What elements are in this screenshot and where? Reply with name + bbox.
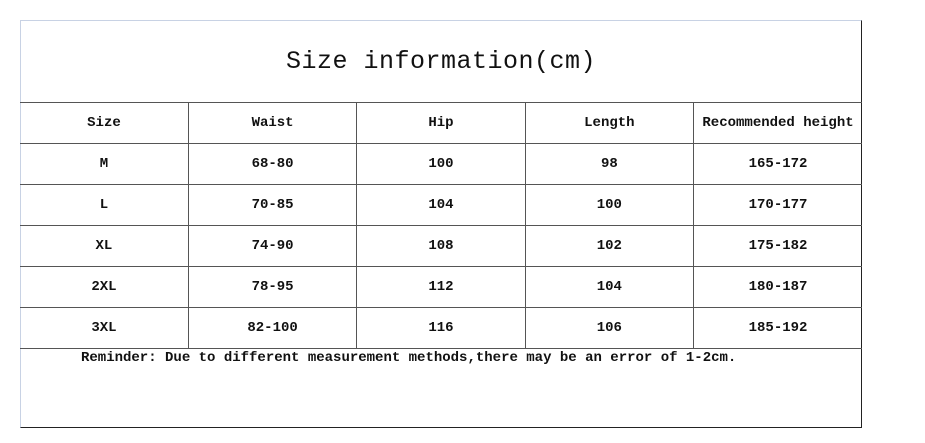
cell-hip: 100 (356, 143, 526, 185)
cell-size: L (20, 184, 189, 226)
cell-waist: 74-90 (187, 225, 358, 267)
header-row: Size Waist Hip Length Recommended height (20, 102, 862, 144)
cell-recommended-height: 170-177 (693, 184, 862, 226)
cell-size: 3XL (20, 307, 189, 349)
cell-hip: 116 (356, 307, 526, 349)
table-row: L 70-85 104 100 170-177 (20, 184, 862, 226)
reminder-note: Reminder: Due to different measurement m… (81, 350, 737, 366)
header-waist: Waist (187, 102, 358, 144)
cell-recommended-height: 165-172 (693, 143, 862, 185)
cell-recommended-height: 175-182 (693, 225, 862, 267)
cell-waist: 68-80 (187, 143, 358, 185)
cell-waist: 70-85 (187, 184, 358, 226)
header-recommended-height: Recommended height (693, 102, 862, 144)
cell-waist: 78-95 (187, 266, 358, 308)
cell-length: 98 (524, 143, 695, 185)
cell-size: 2XL (20, 266, 189, 308)
cell-hip: 108 (356, 225, 526, 267)
cell-size: M (20, 143, 189, 185)
table-row: 3XL 82-100 116 106 185-192 (20, 307, 862, 349)
chart-title: Size information(cm) (285, 46, 597, 76)
cell-length: 100 (524, 184, 695, 226)
header-length: Length (524, 102, 695, 144)
table-row: M 68-80 100 98 165-172 (20, 143, 862, 185)
cell-length: 106 (524, 307, 695, 349)
table-row: XL 74-90 108 102 175-182 (20, 225, 862, 267)
cell-hip: 112 (356, 266, 526, 308)
cell-recommended-height: 180-187 (693, 266, 862, 308)
cell-size: XL (20, 225, 189, 267)
table-row: 2XL 78-95 112 104 180-187 (20, 266, 862, 308)
header-hip: Hip (356, 102, 526, 144)
cell-hip: 104 (356, 184, 526, 226)
cell-length: 104 (524, 266, 695, 308)
cell-recommended-height: 185-192 (693, 307, 862, 349)
cell-waist: 82-100 (187, 307, 358, 349)
cell-length: 102 (524, 225, 695, 267)
size-table: Size Waist Hip Length Recommended height… (20, 102, 862, 349)
header-size: Size (20, 102, 189, 144)
